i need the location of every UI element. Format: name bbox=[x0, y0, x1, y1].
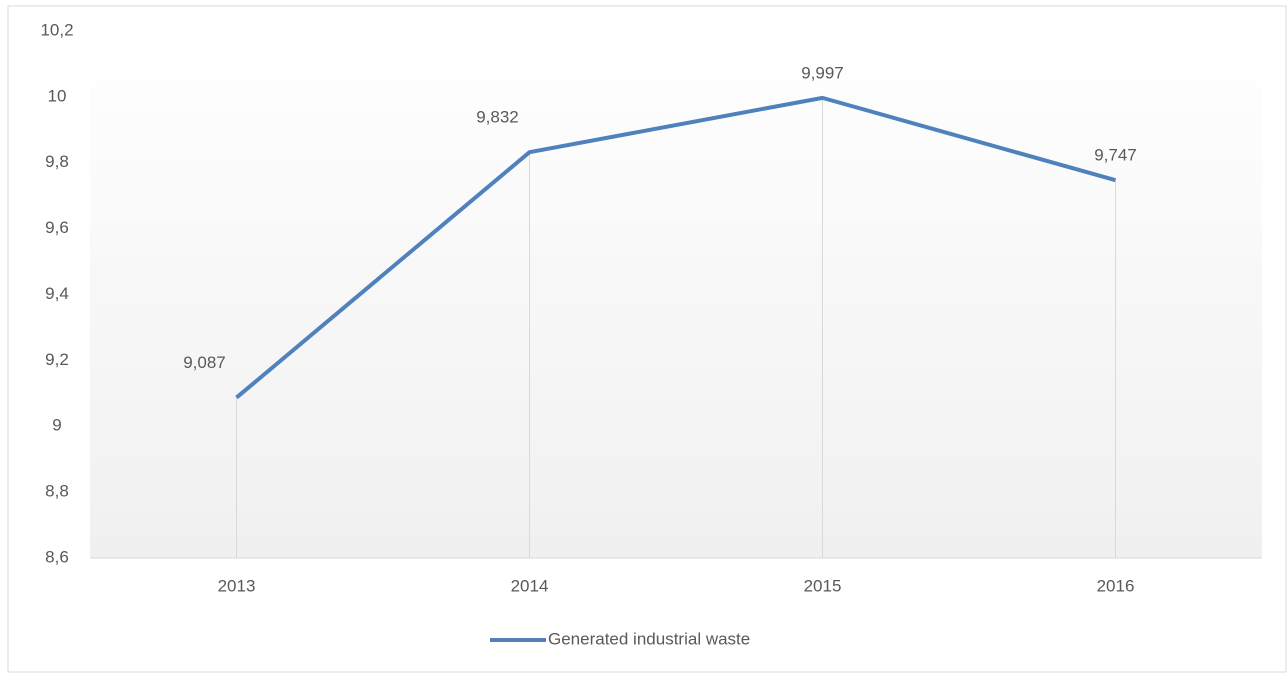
data-label: 9,747 bbox=[1094, 146, 1137, 165]
y-tick-label: 10,2 bbox=[40, 20, 73, 39]
y-tick-label: 9 bbox=[52, 416, 61, 435]
x-tick-label: 2013 bbox=[218, 576, 256, 595]
x-tick-label: 2014 bbox=[511, 576, 549, 595]
y-tick-label: 9,6 bbox=[45, 218, 69, 237]
series-line bbox=[235, 95, 1117, 400]
legend-label: Generated industrial waste bbox=[548, 629, 750, 648]
y-tick-label: 8,6 bbox=[45, 547, 69, 566]
y-tick-label: 9,2 bbox=[45, 350, 69, 369]
y-tick-label: 9,4 bbox=[45, 284, 69, 303]
x-tick-label: 2015 bbox=[804, 576, 842, 595]
data-label: 9,832 bbox=[476, 108, 519, 127]
y-tick-label: 9,8 bbox=[45, 152, 69, 171]
y-tick-label: 8,8 bbox=[45, 482, 69, 501]
x-tick-label: 2016 bbox=[1097, 576, 1135, 595]
data-label: 9,997 bbox=[801, 63, 844, 82]
y-tick-label: 10 bbox=[48, 86, 67, 105]
plot-area bbox=[90, 31, 1262, 558]
data-label: 9,087 bbox=[183, 353, 226, 372]
